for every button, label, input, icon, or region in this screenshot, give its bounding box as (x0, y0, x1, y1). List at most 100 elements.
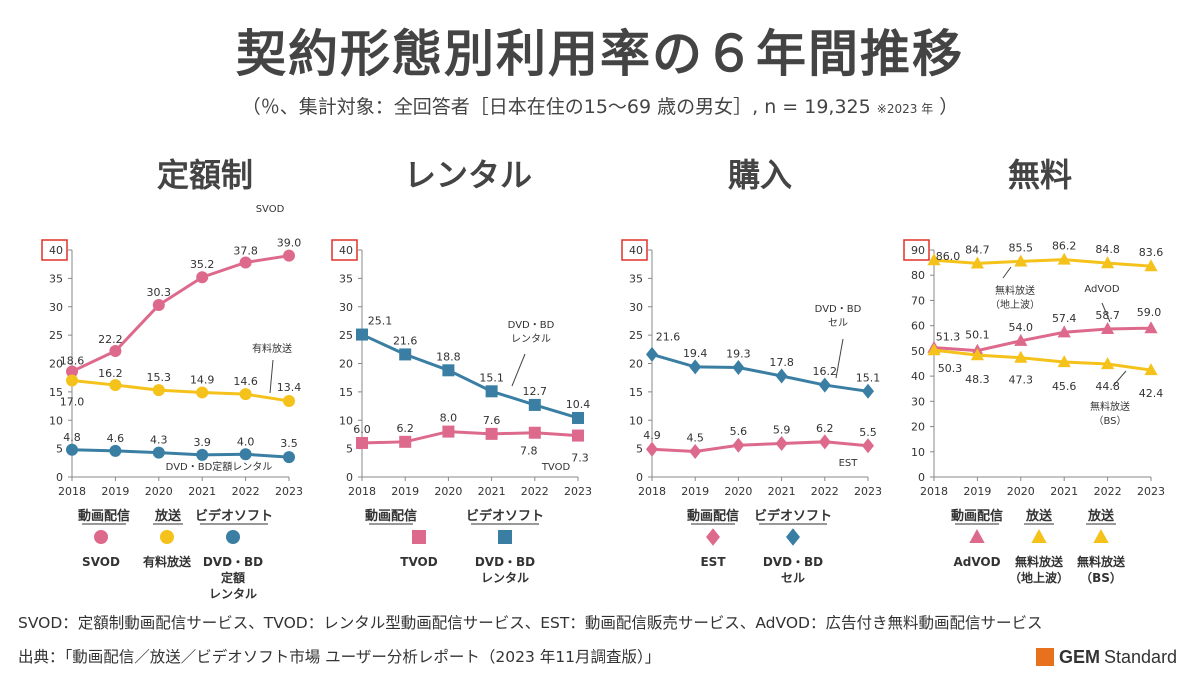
y-tick-label: 10 (49, 414, 63, 427)
data-point (152, 299, 165, 312)
data-point (239, 448, 252, 461)
subtitle-close: ） (939, 96, 959, 118)
source-note: 出典：「動画配信／放送／ビデオソフト市場 ユーザー分析レポート（2023 年11… (18, 648, 661, 666)
series-line-label: 無料放送 (995, 284, 1035, 297)
data-label: 4.0 (237, 435, 255, 448)
x-tick-label: 2019 (391, 485, 419, 498)
data-label: 4.8 (63, 431, 81, 444)
data-label: 85.5 (1009, 241, 1034, 254)
data-point (1144, 259, 1158, 272)
legend-item-label: TVOD (400, 555, 437, 569)
data-point (862, 383, 874, 399)
panel-title-subscription: 定額制 (156, 156, 253, 194)
data-point (109, 379, 122, 392)
data-point (775, 436, 788, 452)
data-label: 35.2 (190, 258, 215, 271)
y-tick-label: 40 (629, 244, 643, 257)
legend-item-label: （BS） (1080, 570, 1122, 585)
x-tick-label: 2018 (58, 485, 86, 498)
legend-item-label: SVOD (82, 555, 120, 569)
data-point (1014, 333, 1028, 346)
series-line (71, 448, 290, 459)
legend-item-label: セル (781, 571, 805, 585)
y-tick-label: 80 (911, 269, 925, 282)
series-line-label: （BS） (1093, 415, 1126, 427)
data-label: 17.0 (60, 396, 85, 409)
legend-marker (1093, 528, 1109, 543)
series-line-label: DVD・BD定額レンタル (166, 460, 273, 473)
data-label: 7.6 (483, 414, 501, 427)
legend-item-label: レンタル (209, 587, 257, 601)
series-line-label: 有料放送 (252, 342, 292, 355)
y-tick-label: 30 (49, 301, 63, 314)
legend-marker (412, 530, 426, 544)
data-label: 5.5 (859, 426, 877, 439)
data-label: 15.3 (147, 371, 172, 384)
panel-title-purchase: 購入 (727, 156, 792, 194)
data-label: 4.3 (150, 434, 168, 447)
series-line-label: レンタル (511, 333, 551, 345)
y-tick-label: 5 (346, 443, 353, 456)
data-point (109, 345, 122, 358)
data-label: 18.6 (60, 354, 85, 367)
data-label: 44.8 (1095, 380, 1120, 393)
data-point (732, 437, 745, 453)
data-label: 48.3 (965, 373, 990, 386)
data-point (485, 385, 498, 398)
data-point (818, 434, 831, 450)
data-label: 6.0 (353, 423, 371, 436)
data-label: 57.4 (1052, 312, 1077, 325)
legend-group-label: 放送 (1025, 508, 1053, 524)
data-point (442, 364, 455, 377)
series-line (71, 379, 290, 403)
data-label: 21.6 (393, 334, 418, 347)
x-tick-label: 2023 (1137, 485, 1165, 498)
y-tick-label: 70 (911, 294, 925, 307)
legend-group-label: 動画配信 (78, 508, 130, 524)
data-point (356, 436, 368, 449)
data-point (646, 441, 658, 457)
data-label: 25.1 (368, 315, 393, 328)
legend-marker (498, 530, 512, 544)
data-point (239, 256, 252, 269)
data-label: 45.6 (1052, 380, 1077, 393)
y-tick-label: 10 (911, 446, 925, 459)
legend-item-label: DVD・BD (763, 555, 823, 569)
y-max-highlight-box (621, 239, 648, 261)
x-tick-label: 2022 (521, 485, 549, 498)
data-label: 30.3 (147, 286, 172, 299)
leader-line (1112, 370, 1127, 387)
series-line-label: 無料放送 (1090, 400, 1130, 413)
y-tick-label: 20 (339, 358, 353, 371)
legend-item-label: （地上波） (1009, 570, 1069, 585)
data-point (646, 346, 658, 362)
y-tick-label: 25 (629, 329, 643, 342)
chart-panel-4: 0 10 20 30 40 50 60 70 80 90 2018 2019 2020 2021 2022 2… (903, 239, 1165, 585)
y-tick-label: 35 (339, 272, 353, 285)
data-label: 51.3 (936, 331, 961, 344)
y-tick-label: 15 (339, 386, 353, 399)
y-tick-label: 90 (911, 244, 925, 257)
x-tick-label: 2021 (478, 485, 506, 498)
data-label: 19.4 (683, 347, 708, 360)
data-point (283, 249, 295, 262)
y-tick-label: 40 (49, 244, 63, 257)
data-point (1144, 363, 1158, 376)
legend-marker (786, 528, 800, 546)
data-label: 17.8 (769, 356, 794, 369)
legend-marker (160, 530, 174, 544)
x-tick-label: 2019 (681, 485, 709, 498)
y-tick-label: 0 (636, 471, 643, 484)
series-line (651, 440, 869, 453)
legend-marker (226, 530, 240, 544)
data-point (528, 426, 541, 439)
data-label: 5.6 (730, 425, 748, 438)
x-tick-label: 2018 (638, 485, 666, 498)
data-point (1144, 321, 1158, 334)
y-tick-label: 10 (339, 414, 353, 427)
y-tick-label: 10 (629, 414, 643, 427)
data-label: 42.4 (1139, 387, 1164, 400)
legend-group-label: ビデオソフト (195, 508, 273, 524)
legend: 動画配信 ビデオソフト EST DVD・BD セル (687, 508, 832, 585)
x-tick-label: 2022 (811, 485, 839, 498)
